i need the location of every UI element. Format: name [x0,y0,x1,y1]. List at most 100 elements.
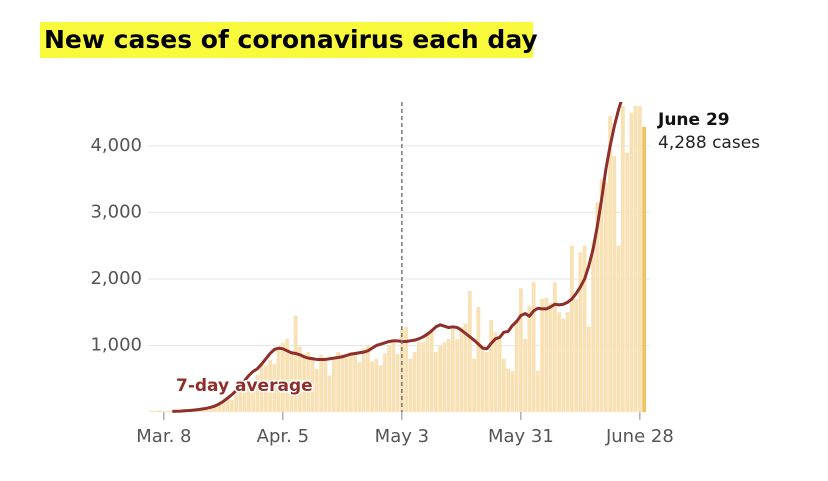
x-tick-label: May 3 [375,426,429,447]
bar [340,354,345,412]
bar [297,346,302,412]
bar [259,362,264,412]
bar [357,362,362,412]
bar [387,345,392,412]
bar [217,404,222,412]
bar [574,298,579,412]
bar [336,352,341,412]
y-tick-label: 4,000 [90,135,142,156]
bar [582,245,587,412]
bar [365,345,370,412]
y-tick-label: 3,000 [90,201,142,222]
bar [242,388,247,412]
bar [370,361,375,412]
bar [544,297,549,412]
bar [548,302,553,412]
bar [620,105,625,412]
bar [204,409,209,412]
bar [421,342,426,412]
bar [523,338,528,412]
bar [293,315,298,412]
bar [310,358,315,412]
bar [246,380,251,412]
bar [450,328,455,412]
bar [212,407,217,412]
bar [161,411,166,412]
bar [506,368,511,412]
bar [221,402,226,412]
bar [238,392,243,412]
bar [637,105,642,412]
bar [353,353,358,412]
bar [501,358,506,412]
bar [459,326,464,412]
bar [569,245,574,412]
bar [331,356,336,412]
bar [446,338,451,412]
bar [263,365,268,412]
x-tick-label: June 28 [605,426,674,447]
bar [480,345,485,412]
bar [285,338,290,412]
bar [302,354,307,412]
bar [361,348,366,412]
bar [531,282,536,412]
bar [518,288,523,412]
bar [438,345,443,412]
bar [612,155,617,412]
bar [527,305,532,412]
x-tick-label: Apr. 5 [257,426,309,447]
bar [493,332,498,412]
bar [476,306,481,412]
bar [319,354,324,412]
bar [591,242,596,412]
bar [166,411,171,412]
line-label: 7-day average [176,376,313,396]
bar [323,360,328,412]
x-tick-label: May 31 [488,426,554,447]
bar [629,112,634,413]
bar [557,312,562,412]
x-tick-label: Mar. 8 [136,426,191,447]
bar [561,318,566,412]
bar [289,352,294,412]
bar [416,342,421,412]
bar [229,400,234,412]
bar [272,364,277,412]
bar [170,410,175,412]
bar [391,338,396,412]
bar [395,354,400,412]
bar [378,365,383,412]
bar [153,411,158,412]
bar [408,358,413,412]
bar [608,115,613,412]
bar [149,410,154,412]
bar [442,342,447,412]
bar [374,358,379,412]
bar [510,370,515,412]
bar [225,398,230,412]
bar [642,126,647,413]
chart-title: New cases of coronavirus each day [44,25,538,54]
bar [599,179,604,412]
bar [455,338,460,412]
y-tick-label: 2,000 [90,268,142,289]
bar [306,352,311,412]
bar [280,342,285,412]
bar [467,290,472,412]
bar [595,202,600,412]
bar [535,370,540,412]
bar [433,352,438,412]
y-tick-label: 1,000 [90,334,142,355]
bar [514,320,519,412]
bar [552,282,557,412]
bar [276,348,281,412]
annotation-text: 4,288 cases [658,133,760,153]
bar [616,245,621,412]
bar [157,410,162,412]
bar [344,357,349,412]
bar [382,353,387,412]
bar [633,105,638,412]
bar [255,374,260,412]
